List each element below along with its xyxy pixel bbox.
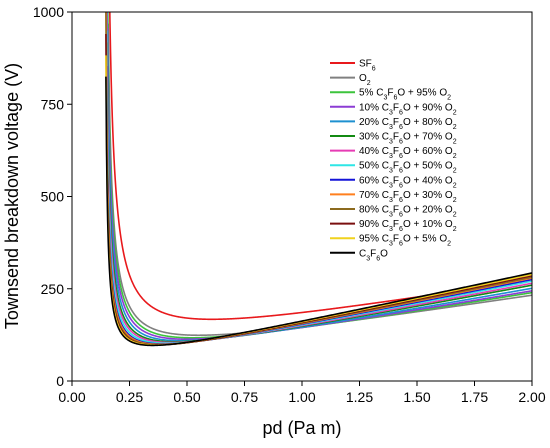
y-tick-label: 250 [41,281,65,297]
legend-entry: 95% C3F6O + 5% O2 [359,234,451,248]
y-axis-label: Townsend breakdown voltage (V) [2,63,22,329]
series-line-13 [105,76,532,347]
x-axis-label: pd (Pa m) [262,418,341,438]
legend-entry: 60% C3F6O + 40% O2 [359,175,457,189]
y-tick-label: 750 [41,96,65,112]
legend-entry: 90% C3F6O + 10% O2 [359,219,457,233]
series-line-5 [106,42,532,343]
y-tick-label: 1000 [33,4,64,20]
x-axis-ticks: 0.00 0.25 0.50 0.75 1.00 1.25 1.50 1.75 2.00 [58,381,546,405]
legend-entry: C3F6O [359,248,388,262]
legend-entry: 40% C3F6O + 60% O2 [359,146,457,160]
legend-entry: 30% C3F6O + 70% O2 [359,132,457,146]
series-line-11 [105,34,532,346]
y-tick-label: 0 [56,373,64,389]
legend-entry: 10% C3F6O + 90% O2 [359,102,457,116]
legend-entry: SF6 [359,59,376,73]
series-line-4 [106,12,532,342]
x-tick-label: 0.25 [116,389,143,405]
y-axis-ticks: 0 250 500 750 1000 [33,4,72,389]
legend-entry: 20% C3F6O + 80% O2 [359,117,457,130]
legend-entry: 80% C3F6O + 20% O2 [359,205,457,219]
y-tick-label: 500 [41,189,65,205]
x-tick-label: 2.00 [518,389,545,405]
legend-entry: O2 [359,73,371,87]
x-tick-label: 1.75 [461,389,488,405]
legend-entry: 5% C3F6O + 95% O2 [359,88,451,102]
x-tick-label: 0.50 [173,389,200,405]
series-line-0 [109,12,532,321]
x-tick-label: 1.00 [288,389,315,405]
x-tick-label: 0.00 [58,389,85,405]
legend-entry: 50% C3F6O + 50% O2 [359,161,457,175]
series-layer [105,12,532,347]
legend-entry: 70% C3F6O + 30% O2 [359,190,457,204]
x-tick-label: 1.25 [346,389,373,405]
x-tick-label: 1.50 [403,389,430,405]
x-tick-label: 0.75 [231,389,258,405]
